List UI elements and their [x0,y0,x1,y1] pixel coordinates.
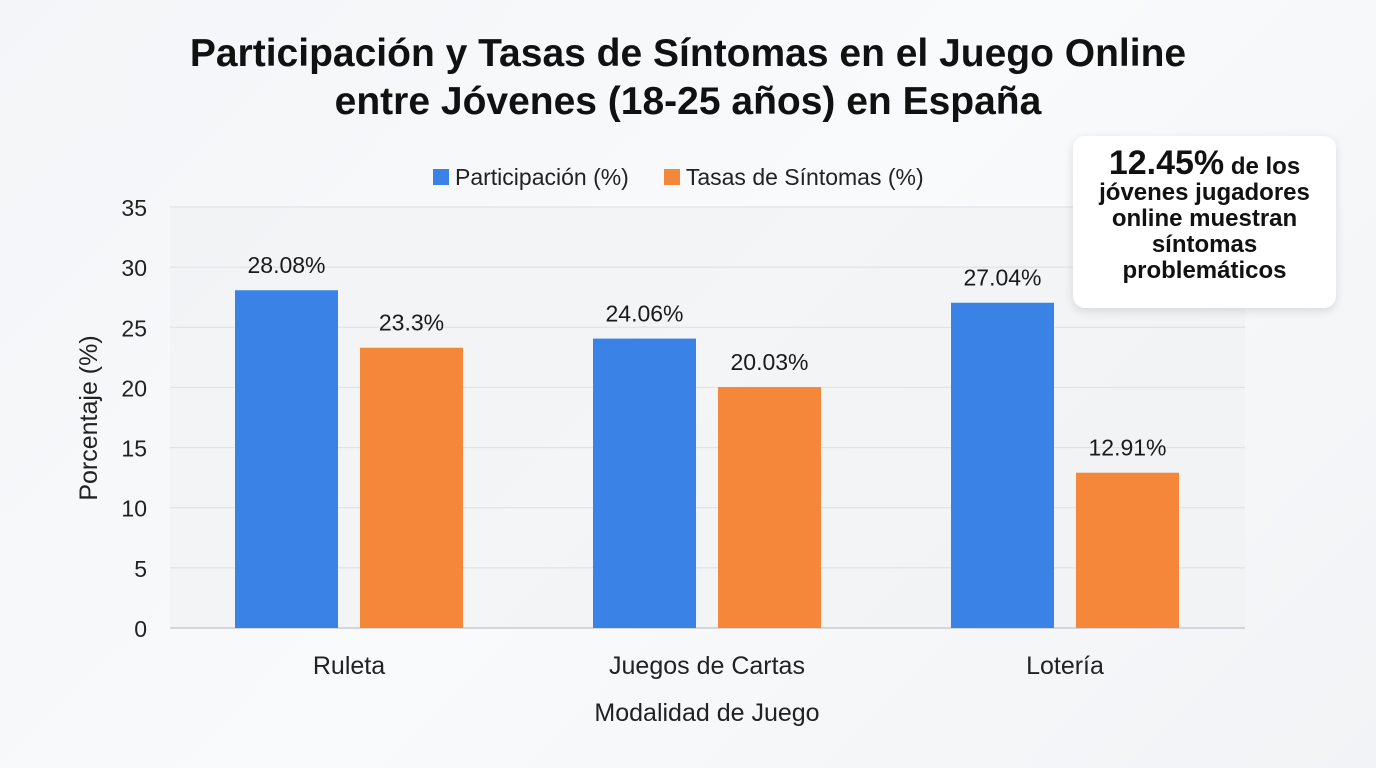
x-tick-label: Lotería [1026,652,1104,680]
x-axis-label: Modalidad de Juego [594,699,819,727]
gridlines [170,206,1245,629]
bars [235,290,1179,628]
y-tick-label: 30 [121,255,147,281]
y-tick-label: 10 [121,496,147,522]
y-axis-label: Porcentaje (%) [75,335,103,500]
bar [593,338,696,628]
y-tick-label: 20 [121,375,147,401]
legend-label-participacion: Participación (%) [455,163,629,190]
chart-title: Participación y Tasas de Síntomas en el … [0,30,1376,126]
x-tick-label: Ruleta [313,652,385,680]
bar [718,387,821,628]
legend-item-participacion: Participación (%) [433,164,629,191]
legend-swatch-participacion [433,169,449,185]
callout-text-first: de los [1230,153,1301,180]
bar [951,302,1054,628]
bar-value-label: 20.03% [730,349,808,375]
x-axis-ticks: Ruleta Juegos de Cartas Lotería [313,652,1104,680]
chart-legend: Participación (%) Tasas de Síntomas (%) [433,163,959,191]
legend-swatch-sintomas [663,169,680,185]
legend-item-sintomas: Tasas de Síntomas (%) [663,163,924,191]
bar [360,347,463,628]
bar-value-label: 12.91% [1088,435,1166,461]
y-tick-label: 0 [134,616,147,642]
summary-callout: 12.45% de los jóvenes jugadores online m… [1073,136,1336,308]
chart-title-line-1: Participación y Tasas de Síntomas en el … [189,32,1187,75]
chart-title-line-2: entre Jóvenes (18-25 años) en España [334,80,1042,123]
bar-value-label: 23.3% [379,310,444,336]
bar-value-label: 24.06% [605,301,683,327]
bar-value-label: 28.08% [247,252,325,278]
y-tick-label: 15 [121,436,147,462]
bar [1076,472,1179,628]
bar-labels: 28.08% 23.3% 24.06% 20.03% 27.04% 12.91% [247,252,1166,460]
callout-text-rest: jóvenes jugadores online muestran síntom… [1099,179,1310,284]
x-tick-label: Juegos de Cartas [609,652,805,680]
callout-value: 12.45% [1108,144,1225,182]
legend-label-sintomas: Tasas de Síntomas (%) [685,163,924,190]
plot-area [170,207,1245,628]
callout-first-line: 12.45% de los [1073,146,1336,180]
y-axis-ticks: 0 5 10 15 20 25 30 35 [121,195,147,642]
y-tick-label: 35 [121,195,147,221]
y-tick-label: 25 [121,315,147,341]
bar [235,290,338,628]
bar-value-label: 27.04% [963,265,1041,291]
y-tick-label: 5 [134,556,147,582]
